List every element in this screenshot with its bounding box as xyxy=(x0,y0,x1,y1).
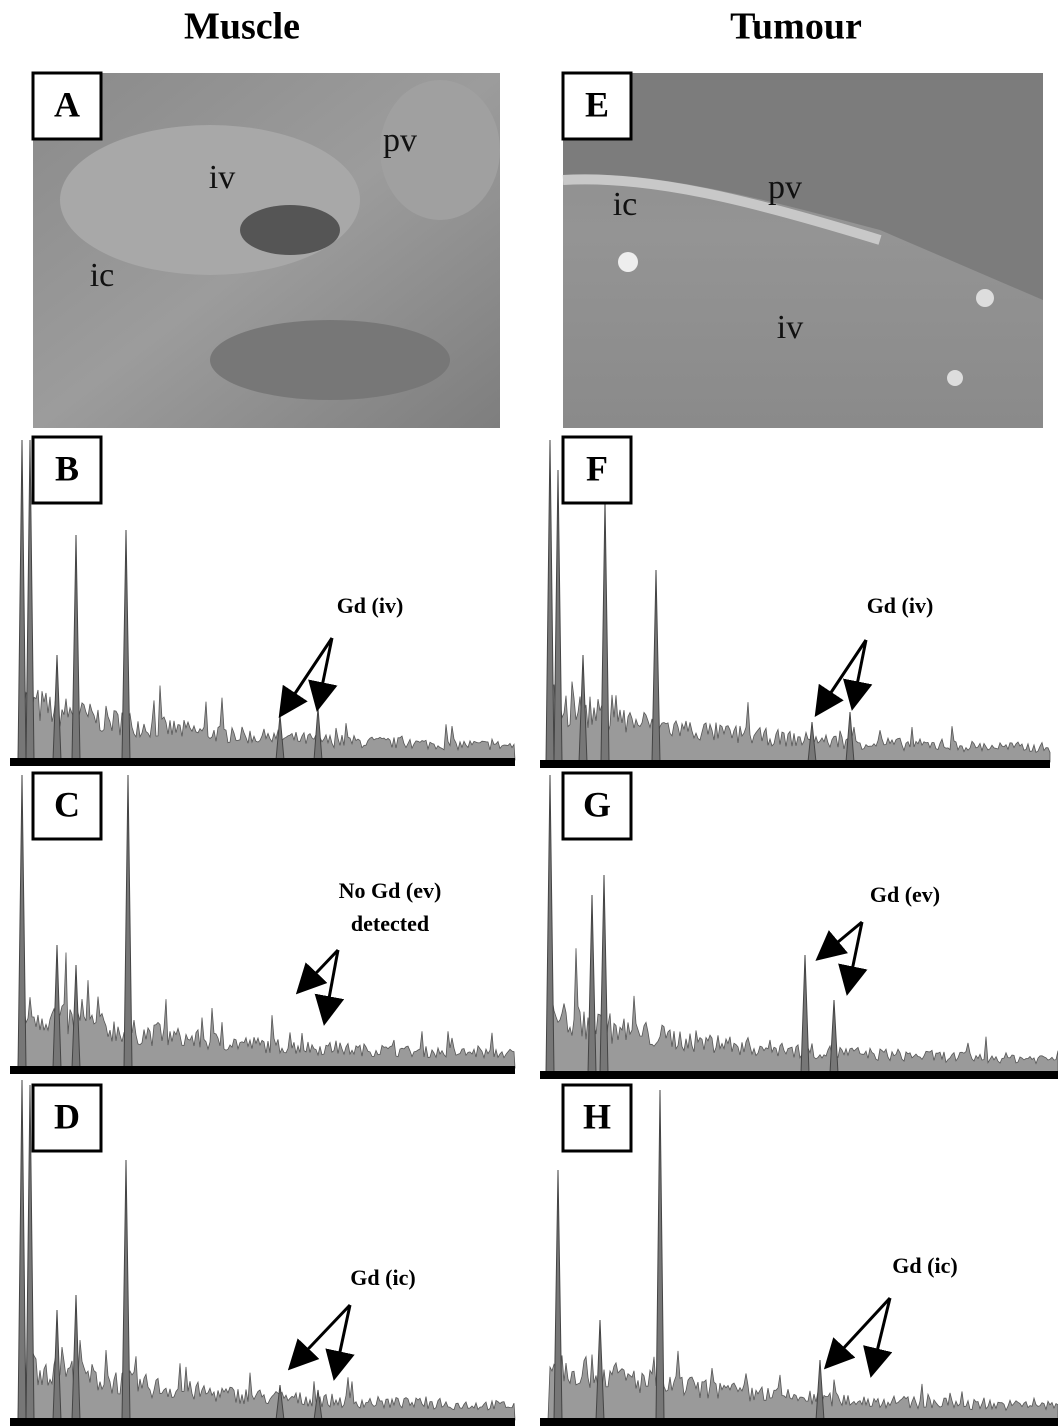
spectrum-peak xyxy=(601,500,609,762)
spectrum-peak xyxy=(18,1080,26,1420)
texture xyxy=(240,205,340,255)
peak-annotation: Gd (ic) xyxy=(350,1265,415,1290)
spectrum-axis xyxy=(10,1418,515,1426)
spectrum-trace xyxy=(540,1334,1058,1420)
peak-annotation: Gd (iv) xyxy=(337,593,404,618)
panel-label: C xyxy=(54,784,80,824)
spectrum-peak xyxy=(546,775,554,1073)
image-annotation: iv xyxy=(777,309,803,346)
annotation-arrow xyxy=(292,1305,350,1366)
texture xyxy=(947,370,963,386)
peak-annotation: Gd (iv) xyxy=(867,593,934,618)
spectrum-peak xyxy=(314,708,322,760)
spectrum-trace xyxy=(10,953,515,1069)
spectrum-peak xyxy=(554,1170,562,1420)
spectrum-peak xyxy=(124,775,132,1068)
spectrum-peak xyxy=(18,440,26,760)
panel-label: F xyxy=(586,448,608,488)
peak-annotation: detected xyxy=(351,911,429,936)
spectrum-axis xyxy=(10,758,515,766)
spectrum-peak xyxy=(554,470,562,762)
spectrum-axis xyxy=(540,760,1050,768)
image-annotation: ic xyxy=(613,186,638,223)
panel-label: D xyxy=(54,1096,80,1136)
spectrum-peak xyxy=(122,1160,130,1420)
spectrum-trace xyxy=(540,948,1058,1073)
spectrum-trace xyxy=(10,1340,515,1420)
spectrum-axis xyxy=(540,1418,1058,1426)
annotation-arrow xyxy=(335,1305,350,1375)
spectrum-peak xyxy=(652,570,660,762)
spectrum-trace xyxy=(10,686,515,761)
spectrum-axis xyxy=(10,1066,515,1074)
spectrum-peak xyxy=(830,1000,838,1073)
column-title: Muscle xyxy=(184,6,300,48)
image-annotation: ic xyxy=(90,257,115,294)
texture xyxy=(60,125,360,275)
spectrum-peak xyxy=(600,875,608,1073)
spectrum-peak xyxy=(596,1320,604,1420)
peak-annotation: Gd (ic) xyxy=(892,1253,957,1278)
spectrum-peak xyxy=(18,775,26,1068)
spectrum-peak xyxy=(816,1360,824,1420)
panel-label: B xyxy=(55,448,79,488)
image-annotation: pv xyxy=(383,122,417,159)
spectrum-peak xyxy=(122,530,130,760)
spectrum-peak xyxy=(546,440,554,762)
texture xyxy=(976,289,994,307)
image-annotation: pv xyxy=(768,169,802,206)
texture xyxy=(618,252,638,272)
spectrum-peak xyxy=(53,945,61,1068)
spectrum-peak xyxy=(656,1090,664,1420)
panel-label: A xyxy=(54,84,80,124)
peak-annotation: Gd (ev) xyxy=(870,882,940,907)
texture xyxy=(210,320,450,400)
column-title: Tumour xyxy=(730,6,862,48)
spectrum-axis xyxy=(540,1071,1058,1079)
panel-label: H xyxy=(583,1096,611,1136)
peak-annotation: No Gd (ev) xyxy=(339,878,442,903)
image-annotation: iv xyxy=(209,159,235,196)
panel-label: E xyxy=(585,84,609,124)
spectrum-peak xyxy=(801,955,809,1073)
panel-label: G xyxy=(583,784,611,824)
figure: Muscle pv iv ic A B Gd (iv) C No Gd (ev) detected… xyxy=(0,0,1058,1428)
spectrum-trace xyxy=(540,682,1050,763)
spectrum-peak xyxy=(72,535,80,760)
spectrum-peak xyxy=(588,895,596,1073)
